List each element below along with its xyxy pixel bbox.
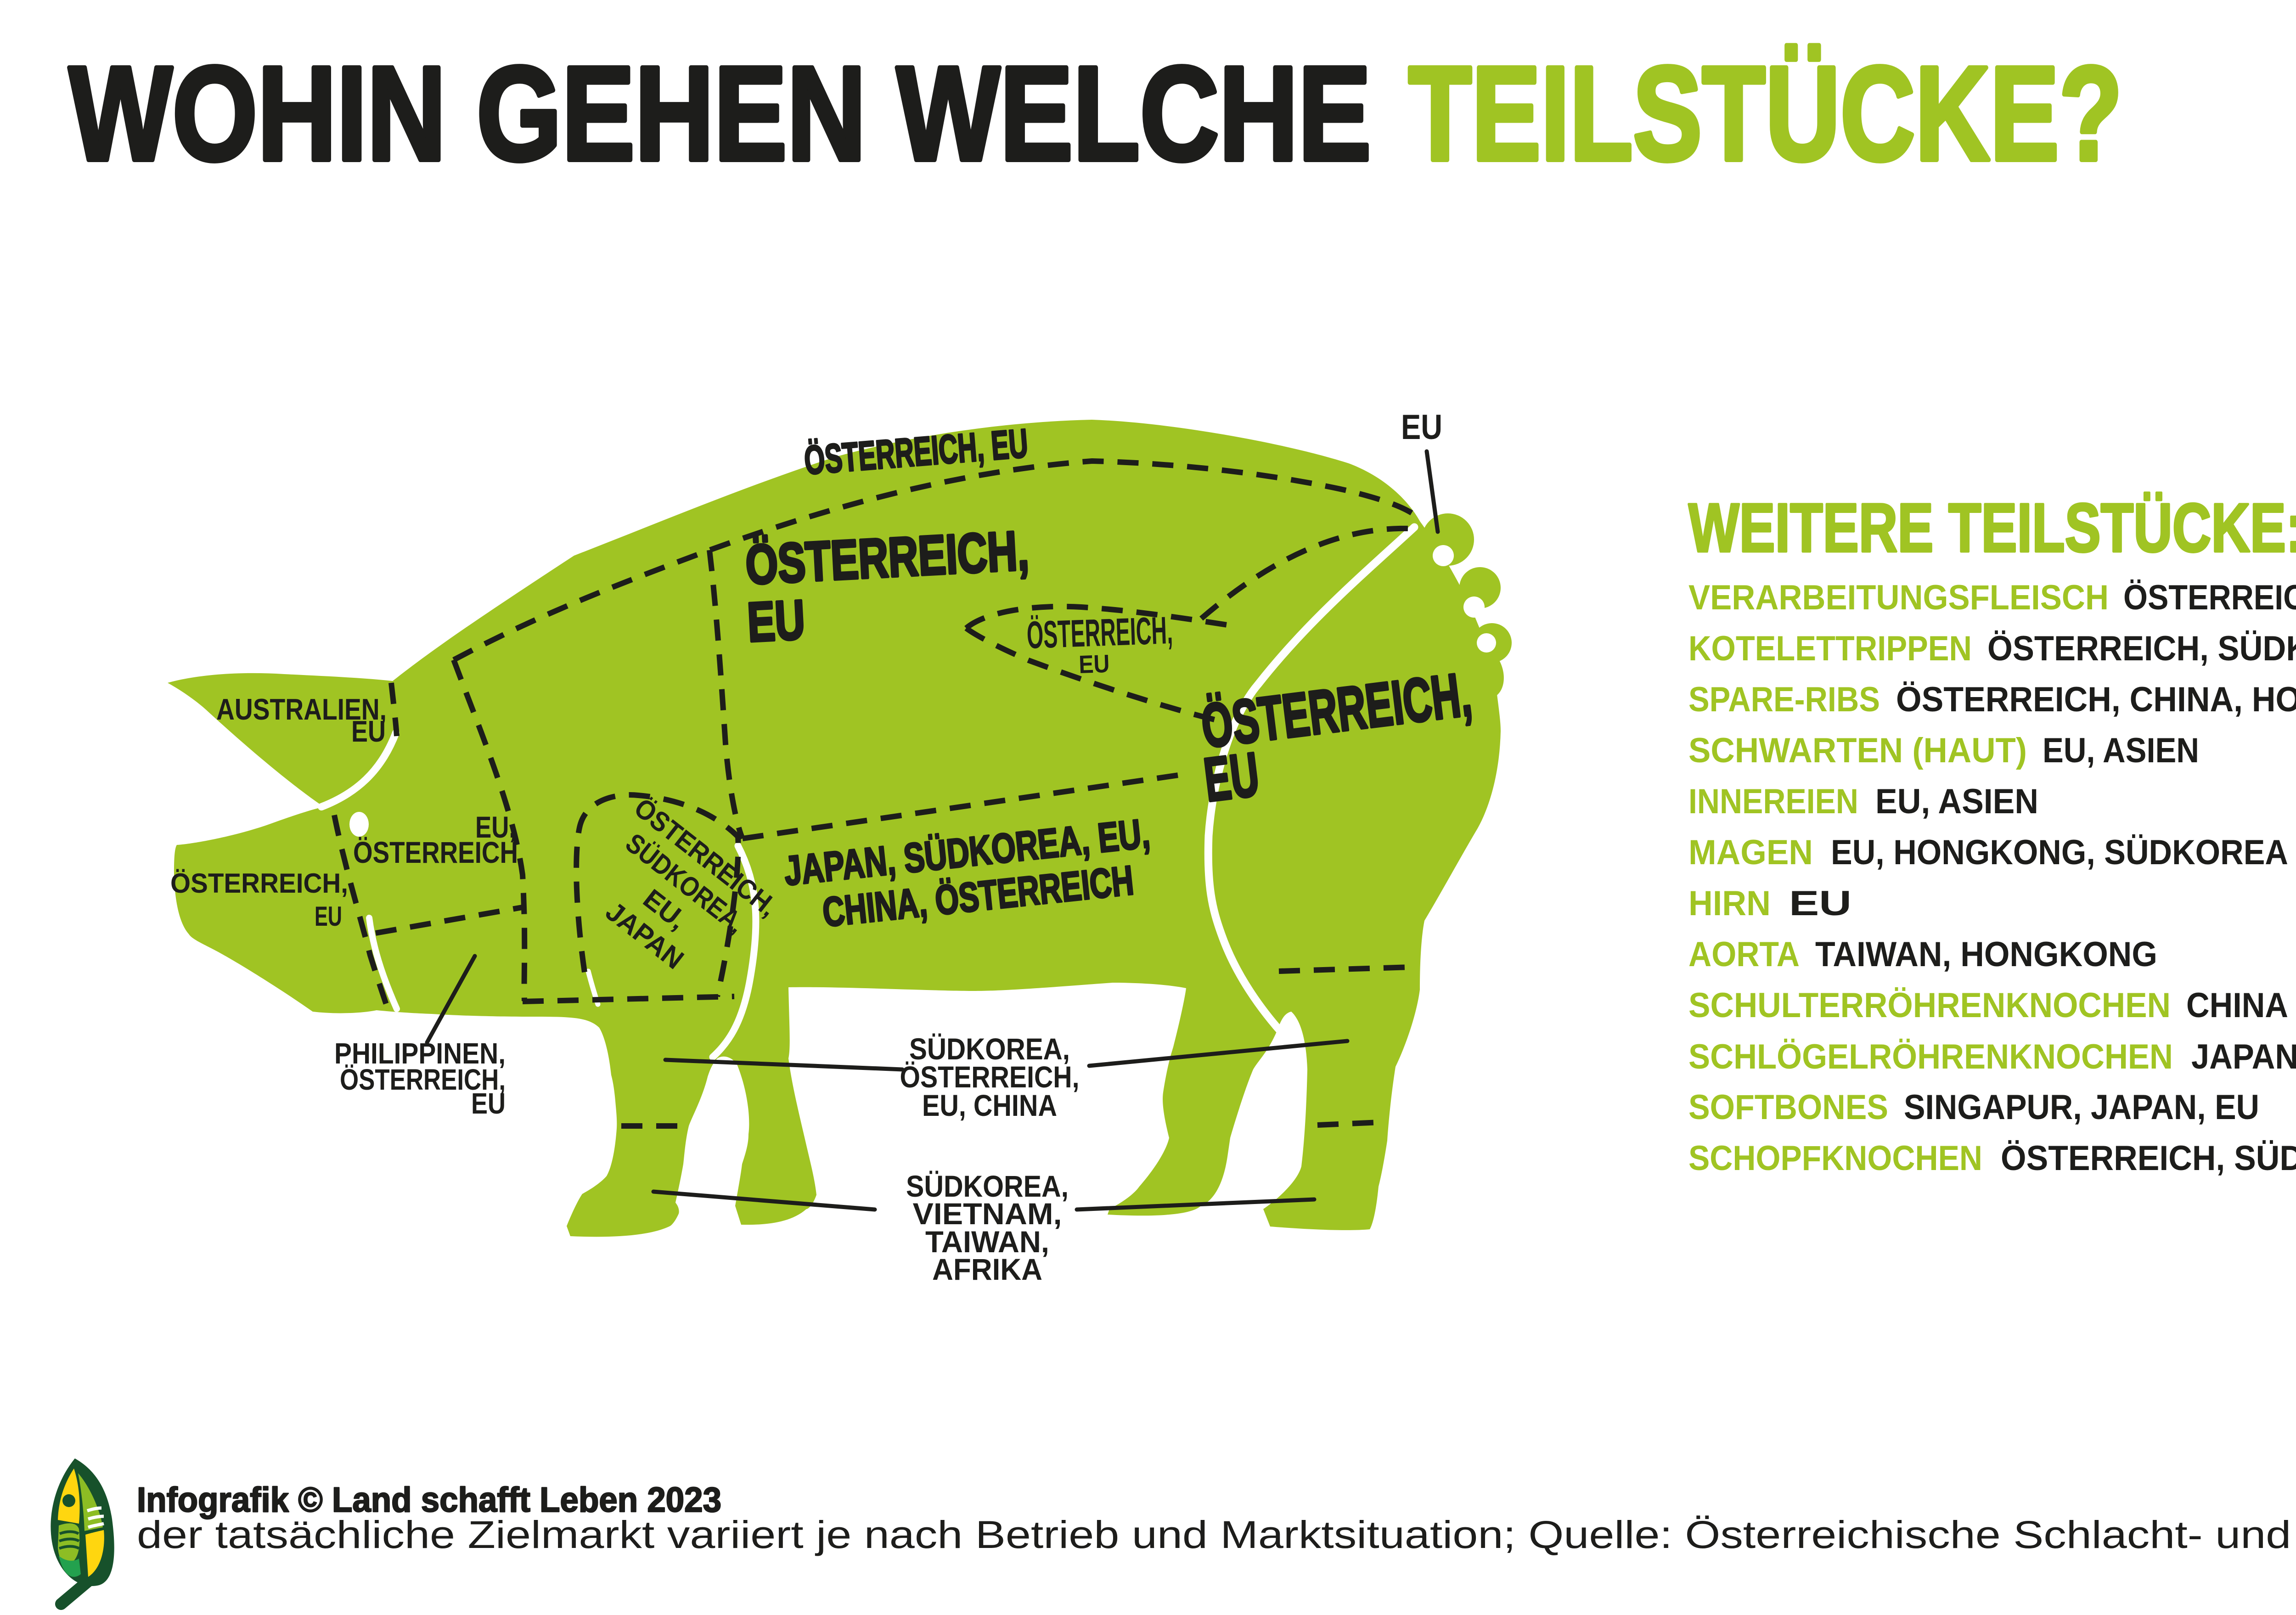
svg-text:ÖSTERREICH, SÜDKOREA: ÖSTERREICH, SÜDKOREA [1987,629,2296,668]
svg-text:AFRIKA: AFRIKA [932,1252,1042,1286]
svg-text:AORTA: AORTA [1688,935,1800,974]
svg-text:EU: EU [1789,884,1851,923]
svg-text:SINGAPUR, JAPAN, EU: SINGAPUR, JAPAN, EU [1904,1088,2259,1127]
svg-text:ÖSTERREICH,: ÖSTERREICH, [744,519,1030,596]
svg-text:EU: EU [1078,649,1110,679]
svg-text:SCHLÖGELRÖHRENKNOCHEN: SCHLÖGELRÖHRENKNOCHEN [1688,1037,2173,1076]
svg-text:WEITERE TEILSTÜCKE:: WEITERE TEILSTÜCKE: [1688,489,2296,566]
svg-text:SÜDKOREA,: SÜDKOREA, [906,1169,1069,1203]
svg-text:CHINA: CHINA [2186,986,2288,1025]
svg-text:EU, ASIEN: EU, ASIEN [1875,782,2038,821]
svg-text:SCHULTERRÖHRENKNOCHEN: SCHULTERRÖHRENKNOCHEN [1688,986,2171,1025]
svg-text:VIETNAM,: VIETNAM, [913,1197,1062,1231]
svg-text:KOTELETTRIPPEN: KOTELETTRIPPEN [1688,629,1972,668]
svg-text:ÖSTERREICH, EU: ÖSTERREICH, EU [803,420,1030,483]
svg-text:SOFTBONES: SOFTBONES [1688,1088,1888,1127]
svg-text:SCHOPFKNOCHEN: SCHOPFKNOCHEN [1688,1139,1982,1178]
svg-text:JAPAN, CHINA: JAPAN, CHINA [2191,1037,2296,1076]
svg-text:SPARE-RIBS: SPARE-RIBS [1688,680,1880,719]
svg-text:INNEREIEN: INNEREIEN [1688,782,1858,821]
svg-text:ÖSTERREICH,: ÖSTERREICH, [1026,608,1173,657]
svg-text:TAIWAN,: TAIWAN, [925,1225,1049,1259]
svg-text:EU: EU [1401,408,1442,447]
svg-text:Infografik © Land schafft Lebe: Infografik © Land schafft Leben 2023 [137,1480,721,1519]
svg-text:EU,: EU, [475,810,516,844]
svg-text:ÖSTERREICH: ÖSTERREICH [353,835,518,869]
svg-text:EU: EU [351,715,386,748]
svg-text:PHILIPPINEN,: PHILIPPINEN, [334,1037,506,1070]
svg-text:ÖSTERREICH, SÜDKOREA, CHINA: ÖSTERREICH, SÜDKOREA, CHINA [2001,1139,2296,1178]
svg-text:ÖSTERREICH,: ÖSTERREICH, [340,1063,506,1096]
svg-text:ÖSTERREICH, CHINA, HONGKONG: ÖSTERREICH, CHINA, HONGKONG [1896,680,2296,719]
svg-text:der tatsächliche Zielmarkt var: der tatsächliche Zielmarkt variiert je n… [137,1513,2296,1556]
svg-text:ÖSTERREICH, EU: ÖSTERREICH, EU [2123,578,2296,617]
svg-text:ÖSTERREICH,: ÖSTERREICH, [900,1060,1080,1094]
svg-text:ÖSTERREICH,: ÖSTERREICH, [170,868,348,899]
svg-text:EU, ASIEN: EU, ASIEN [2043,731,2199,770]
svg-text:SÜDKOREA,: SÜDKOREA, [909,1032,1070,1066]
svg-text:EU: EU [315,901,342,932]
svg-text:VERARBEITUNGSFLEISCH: VERARBEITUNGSFLEISCH [1688,578,2109,617]
svg-text:EU, CHINA: EU, CHINA [922,1088,1057,1122]
svg-text:HIRN: HIRN [1688,884,1771,923]
svg-text:EU: EU [1200,740,1262,815]
svg-text:TEILSTÜCKE?: TEILSTÜCKE? [1408,39,2122,188]
svg-text:MAGEN: MAGEN [1688,833,1813,872]
svg-text:TAIWAN, HONGKONG: TAIWAN, HONGKONG [1815,935,2157,974]
svg-text:EU: EU [746,588,806,653]
svg-text:SCHWARTEN (HAUT): SCHWARTEN (HAUT) [1688,731,2027,770]
svg-text:AUSTRALIEN,: AUSTRALIEN, [216,692,387,726]
svg-text:EU: EU [471,1087,506,1120]
svg-text:WOHIN GEHEN WELCHE: WOHIN GEHEN WELCHE [69,39,1371,188]
svg-text:EU, HONGKONG, SÜDKOREA: EU, HONGKONG, SÜDKOREA [1831,833,2288,872]
